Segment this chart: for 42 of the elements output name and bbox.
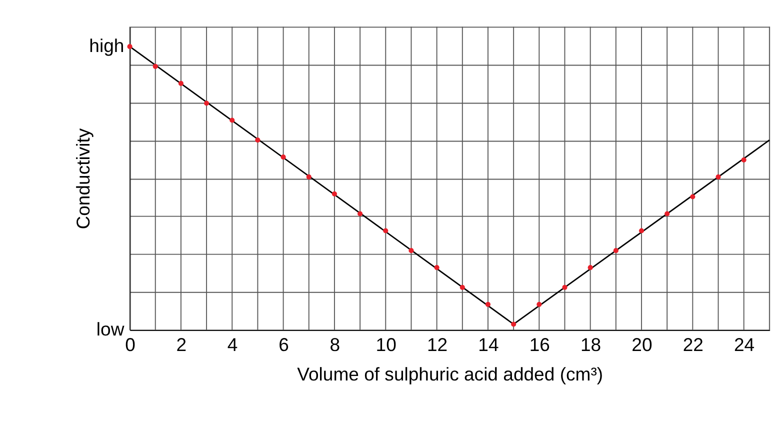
point bbox=[664, 211, 670, 216]
x-tick-label: 0 bbox=[125, 334, 136, 355]
x-tick-label: 24 bbox=[734, 334, 755, 355]
x-tick-label: 20 bbox=[632, 334, 652, 355]
point bbox=[383, 228, 388, 234]
y-axis-title: Conductivity bbox=[72, 128, 94, 230]
x-tick-label: 16 bbox=[529, 334, 550, 355]
x-tick-label: 18 bbox=[580, 334, 602, 355]
point bbox=[306, 174, 312, 180]
point bbox=[332, 191, 338, 196]
point bbox=[511, 322, 516, 327]
point bbox=[408, 248, 414, 254]
point bbox=[690, 194, 696, 200]
point bbox=[127, 44, 132, 50]
x-tick-label: 2 bbox=[176, 334, 187, 355]
text: low bbox=[96, 318, 125, 340]
point bbox=[152, 64, 158, 69]
point bbox=[178, 80, 184, 86]
x-tick-label: 22 bbox=[682, 334, 704, 355]
point bbox=[358, 211, 363, 216]
point bbox=[536, 302, 542, 307]
text: high bbox=[89, 35, 124, 56]
point bbox=[255, 138, 260, 143]
point bbox=[716, 174, 721, 180]
point bbox=[485, 302, 491, 307]
point bbox=[204, 100, 210, 106]
x-tick-label: 12 bbox=[426, 334, 448, 355]
point bbox=[741, 157, 746, 162]
point bbox=[613, 248, 618, 254]
point bbox=[460, 284, 465, 290]
point bbox=[638, 228, 644, 234]
x-tick-label: 6 bbox=[278, 334, 289, 355]
x-tick-label: 14 bbox=[478, 334, 499, 355]
x-tick-label: 4 bbox=[227, 334, 238, 355]
point bbox=[588, 265, 593, 270]
point bbox=[434, 265, 440, 270]
point bbox=[562, 284, 568, 290]
x-tick-label: 10 bbox=[376, 334, 396, 355]
point bbox=[280, 154, 286, 160]
x-axis-title: Volume of sulphuric acid added (cm³) bbox=[297, 363, 604, 384]
x-tick-label: 8 bbox=[330, 334, 340, 355]
point bbox=[230, 118, 235, 123]
